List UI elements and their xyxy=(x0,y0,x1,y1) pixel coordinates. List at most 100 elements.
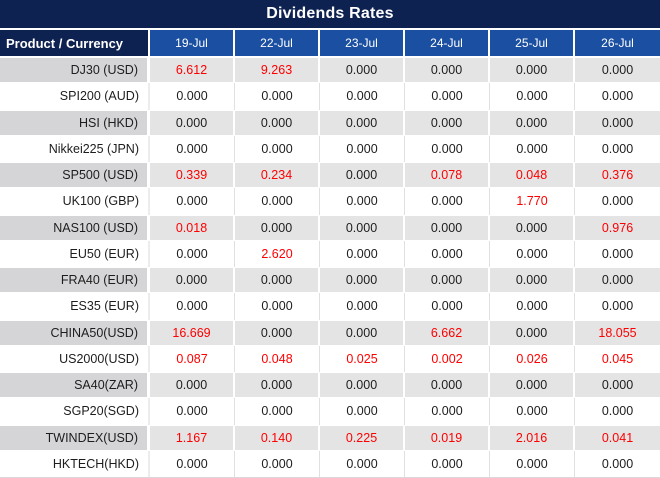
column-header-date: 24-Jul xyxy=(405,30,490,56)
table-row: HSI (HKD) 0.000 0.000 0.000 0.000 0.000 0.000 xyxy=(0,109,660,136)
table-row: TWINDEX(USD) 1.167 0.140 0.225 0.019 2.016 0.0… xyxy=(0,424,660,451)
product-label: SA40(ZAR) xyxy=(0,373,150,398)
dividend-value: 0.000 xyxy=(405,398,490,425)
dividend-value: 0.000 xyxy=(150,110,235,135)
dividend-value: 0.045 xyxy=(575,345,660,372)
dividend-value: 0.000 xyxy=(575,110,660,135)
dividend-value: 0.000 xyxy=(150,83,235,110)
product-label: TWINDEX(USD) xyxy=(0,425,150,450)
dividend-value: 0.000 xyxy=(575,293,660,320)
product-label: CHINA50(USD) xyxy=(0,320,150,345)
dividend-value: 0.000 xyxy=(490,83,575,110)
table-row: DJ30 (USD) 6.612 9.263 0.000 0.000 0.000 0.000 xyxy=(0,57,660,84)
table-row: EU50 (EUR) 0.000 2.620 0.000 0.000 0.000 0.000 xyxy=(0,240,660,267)
dividend-value: 0.018 xyxy=(150,215,235,240)
dividend-value: 0.000 xyxy=(320,398,405,425)
dividend-value: 0.000 xyxy=(490,58,575,83)
product-label: DJ30 (USD) xyxy=(0,58,150,83)
dividend-value: 0.000 xyxy=(150,293,235,320)
dividend-value: 6.612 xyxy=(150,58,235,83)
table-row: Nikkei225 (JPN) 0.000 0.000 0.000 0.000 0.000… xyxy=(0,135,660,162)
table-row: HKTECH(HKD) 0.000 0.000 0.000 0.000 0.000 0.00… xyxy=(0,450,660,477)
column-header-date: 23-Jul xyxy=(320,30,405,56)
dividend-value: 0.000 xyxy=(405,110,490,135)
dividend-value: 0.000 xyxy=(575,398,660,425)
dividend-value: 0.000 xyxy=(490,320,575,345)
dividend-value: 0.000 xyxy=(405,268,490,293)
dividend-value: 0.000 xyxy=(150,135,235,162)
dividend-value: 0.000 xyxy=(575,135,660,162)
column-header-date: 22-Jul xyxy=(235,30,320,56)
dividend-value: 0.000 xyxy=(235,188,320,215)
dividend-value: 2.620 xyxy=(235,240,320,267)
product-label: Nikkei225 (JPN) xyxy=(0,135,150,162)
dividend-value: 0.000 xyxy=(405,188,490,215)
dividend-value: 0.000 xyxy=(320,188,405,215)
table-row: SGP20(SGD) 0.000 0.000 0.000 0.000 0.000 0.000 xyxy=(0,398,660,425)
product-label: NAS100 (USD) xyxy=(0,215,150,240)
dividend-value: 0.019 xyxy=(405,425,490,450)
dividend-value: 0.000 xyxy=(320,135,405,162)
dividend-value: 0.000 xyxy=(405,373,490,398)
table-row: SPI200 (AUD) 0.000 0.000 0.000 0.000 0.000 0.0… xyxy=(0,83,660,110)
dividend-value: 0.048 xyxy=(235,345,320,372)
dividend-value: 0.976 xyxy=(575,215,660,240)
product-label: SPI200 (AUD) xyxy=(0,83,150,110)
column-header-date: 19-Jul xyxy=(150,30,235,56)
dividend-value: 0.000 xyxy=(575,58,660,83)
product-label: HKTECH(HKD) xyxy=(0,450,150,477)
dividend-value: 0.234 xyxy=(235,163,320,188)
product-label: EU50 (EUR) xyxy=(0,240,150,267)
dividend-value: 9.263 xyxy=(235,58,320,83)
dividend-value: 0.000 xyxy=(490,215,575,240)
dividend-value: 0.000 xyxy=(490,450,575,477)
table-title: Dividends Rates xyxy=(0,0,660,30)
dividend-value: 0.000 xyxy=(320,83,405,110)
dividend-value: 0.000 xyxy=(150,240,235,267)
dividend-value: 0.000 xyxy=(320,58,405,83)
dividend-value: 0.000 xyxy=(490,398,575,425)
dividend-value: 0.002 xyxy=(405,345,490,372)
dividend-value: 0.000 xyxy=(235,450,320,477)
dividend-value: 0.000 xyxy=(575,450,660,477)
dividend-value: 0.000 xyxy=(235,373,320,398)
dividend-value: 0.000 xyxy=(235,83,320,110)
table-row: CHINA50(USD) 16.669 0.000 0.000 6.662 0.000 18… xyxy=(0,319,660,346)
product-label: UK100 (GBP) xyxy=(0,188,150,215)
product-label: HSI (HKD) xyxy=(0,110,150,135)
dividend-value: 0.000 xyxy=(150,268,235,293)
dividend-value: 0.000 xyxy=(405,83,490,110)
dividend-value: 0.000 xyxy=(490,240,575,267)
product-label: FRA40 (EUR) xyxy=(0,268,150,293)
table-row: SP500 (USD) 0.339 0.234 0.000 0.078 0.048 0.37… xyxy=(0,162,660,189)
dividend-value: 0.000 xyxy=(320,240,405,267)
table-row: FRA40 (EUR) 0.000 0.000 0.000 0.000 0.000 0.00… xyxy=(0,267,660,294)
dividend-value: 0.000 xyxy=(405,58,490,83)
dividend-value: 1.770 xyxy=(490,188,575,215)
dividend-value: 0.000 xyxy=(320,215,405,240)
table-body: DJ30 (USD) 6.612 9.263 0.000 0.000 0.000 0.000… xyxy=(0,57,660,477)
dividend-value: 0.000 xyxy=(235,293,320,320)
dividend-value: 16.669 xyxy=(150,320,235,345)
dividend-value: 1.167 xyxy=(150,425,235,450)
dividend-value: 0.000 xyxy=(575,188,660,215)
product-label: ES35 (EUR) xyxy=(0,293,150,320)
dividend-value: 0.025 xyxy=(320,345,405,372)
dividend-value: 0.000 xyxy=(405,135,490,162)
dividend-value: 0.000 xyxy=(320,268,405,293)
dividend-value: 0.000 xyxy=(405,240,490,267)
dividend-value: 0.000 xyxy=(490,373,575,398)
dividend-value: 0.000 xyxy=(575,83,660,110)
dividend-value: 0.000 xyxy=(150,450,235,477)
dividend-value: 0.376 xyxy=(575,163,660,188)
dividend-value: 0.000 xyxy=(235,135,320,162)
dividend-value: 0.000 xyxy=(320,373,405,398)
dividend-value: 0.000 xyxy=(320,293,405,320)
dividend-value: 0.078 xyxy=(405,163,490,188)
product-label: SGP20(SGD) xyxy=(0,398,150,425)
table-row: ES35 (EUR) 0.000 0.000 0.000 0.000 0.000 0.000 xyxy=(0,293,660,320)
dividend-value: 0.000 xyxy=(320,110,405,135)
dividend-value: 0.000 xyxy=(150,373,235,398)
dividend-value: 6.662 xyxy=(405,320,490,345)
